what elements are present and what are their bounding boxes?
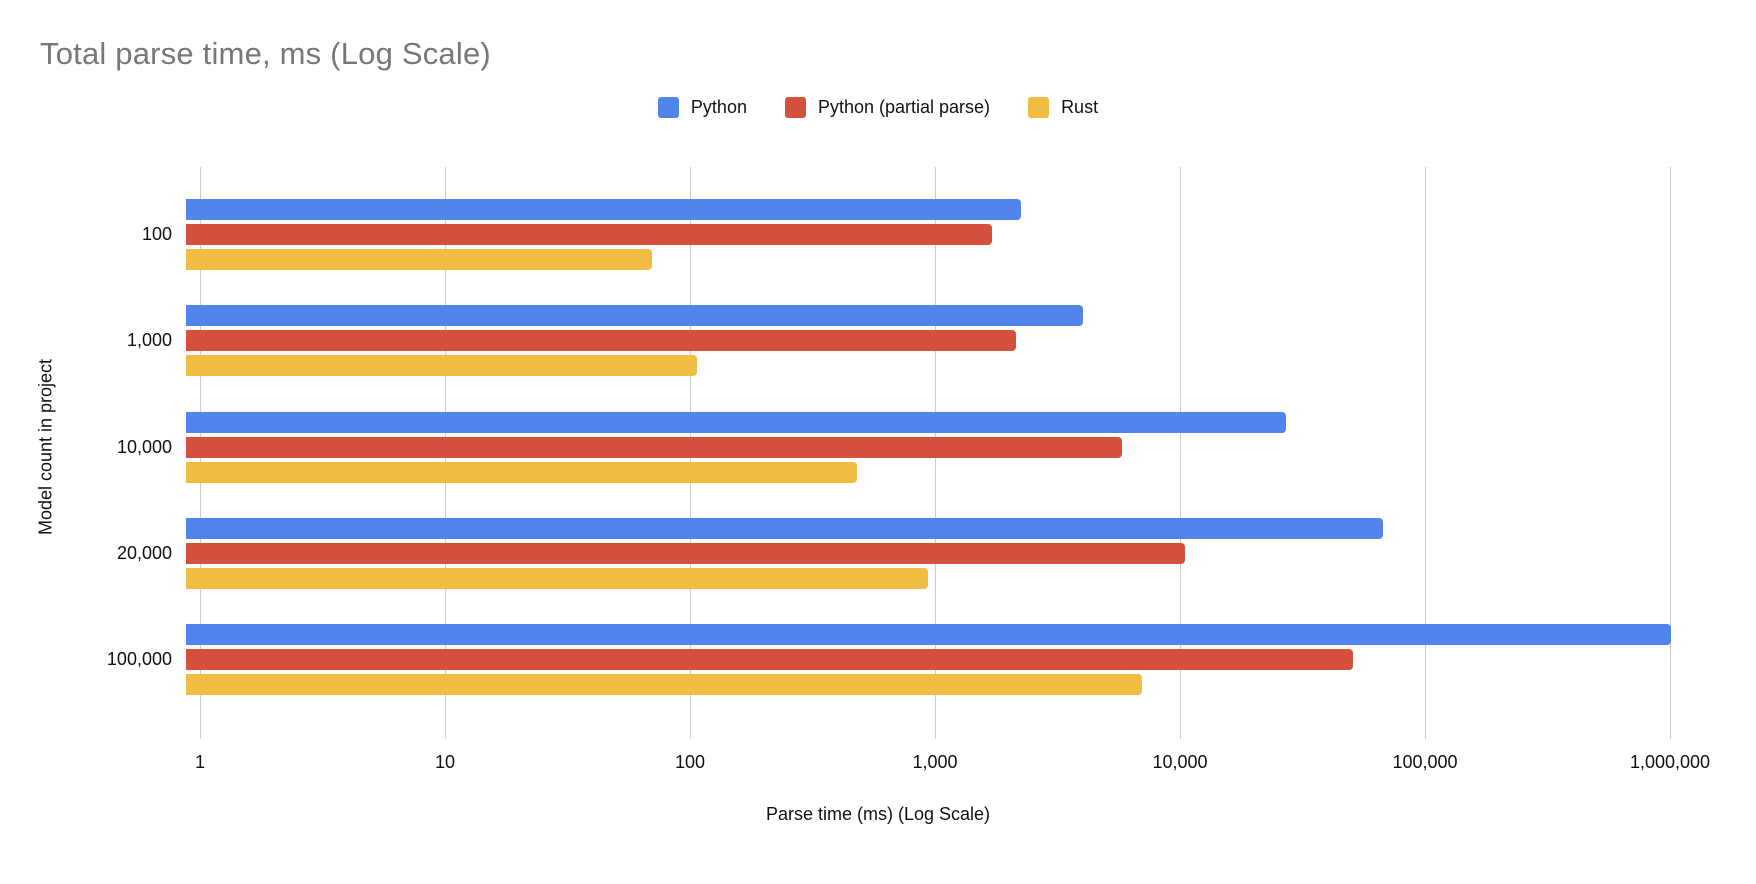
bar-groups: 100 1,000 10,000 20,000 100,000 — [0, 167, 1756, 727]
y-axis-title: Model count in project — [35, 358, 56, 536]
legend-label: Python (partial parse) — [817, 97, 991, 117]
bar-python-100-000[interactable] — [186, 624, 1671, 646]
x-tick-label: 1 — [194, 752, 206, 772]
bars-container — [186, 305, 1756, 377]
legend-item-python-partial-parse[interactable]: Python (partial parse) — [784, 97, 991, 118]
bar-rust-20-000[interactable] — [186, 567, 929, 589]
bar-python-partial-parse-100-000[interactable] — [186, 649, 1354, 671]
category-label: 100,000 — [106, 649, 172, 670]
bar-group-100: 100 — [0, 181, 1756, 287]
legend-item-python[interactable]: Python — [657, 97, 747, 118]
gridline-10-000 — [1180, 167, 1181, 727]
x-tick-label: 10,000 — [1152, 752, 1208, 772]
bar-rust-10-000[interactable] — [186, 461, 858, 483]
bar-group-10-000: 10,000 — [0, 394, 1756, 500]
bar-group-1-000: 1,000 — [0, 287, 1756, 393]
bars-container — [186, 517, 1756, 589]
legend-item-rust[interactable]: Rust — [1028, 97, 1098, 118]
legend: Python Python (partial parse) Rust — [0, 97, 1756, 118]
gridline-100-000 — [1425, 167, 1426, 727]
bars-container — [186, 624, 1756, 696]
category-label: 100 — [141, 223, 172, 244]
axis-tick — [200, 727, 201, 739]
bar-python-1-000[interactable] — [186, 305, 1084, 327]
legend-label: Python — [690, 97, 747, 117]
bars-container — [186, 411, 1756, 483]
legend-swatch-python — [657, 97, 679, 118]
bar-rust-100-000[interactable] — [186, 674, 1143, 696]
bar-group-100-000: 100,000 — [0, 607, 1756, 713]
category-label: 20,000 — [116, 542, 172, 563]
bar-python-partial-parse-10-000[interactable] — [186, 436, 1122, 458]
axis-tick — [1425, 727, 1426, 739]
x-tick-label: 100,000 — [1392, 752, 1458, 772]
x-tick-label: 10 — [434, 752, 456, 772]
bar-python-100[interactable] — [186, 198, 1021, 220]
bar-python-partial-parse-20-000[interactable] — [186, 542, 1186, 564]
category-label: 1,000 — [126, 330, 172, 351]
bar-group-20-000: 20,000 — [0, 500, 1756, 606]
legend-swatch-rust — [1028, 97, 1050, 118]
x-tick-label: 1,000 — [912, 752, 958, 772]
bar-python-partial-parse-1-000[interactable] — [186, 330, 1017, 352]
bar-python-20-000[interactable] — [186, 517, 1384, 539]
axis-tick — [690, 727, 691, 739]
category-label: 10,000 — [116, 436, 172, 457]
bars-container — [186, 198, 1756, 270]
x-tick-label: 100 — [674, 752, 706, 772]
x-axis-title: Parse time (ms) (Log Scale) — [765, 804, 991, 824]
bar-python-10-000[interactable] — [186, 411, 1287, 433]
bar-rust-100[interactable] — [186, 248, 653, 270]
x-tick-label: 1,000,000 — [1629, 752, 1711, 772]
axis-tick — [1670, 727, 1671, 739]
x-axis: 1 10 100 1,000 10,000 100,000 1,000,000 — [195, 727, 1756, 787]
axis-tick — [935, 727, 936, 739]
legend-swatch-python-partial-parse — [784, 97, 806, 118]
chart-title: Total parse time, ms (Log Scale) — [40, 36, 491, 71]
axis-tick — [1180, 727, 1181, 739]
legend-label: Rust — [1061, 97, 1099, 117]
axis-tick — [445, 727, 446, 739]
bar-python-partial-parse-100[interactable] — [186, 223, 993, 245]
bar-rust-1-000[interactable] — [186, 355, 698, 377]
gridline-1-000-000 — [1670, 167, 1671, 727]
